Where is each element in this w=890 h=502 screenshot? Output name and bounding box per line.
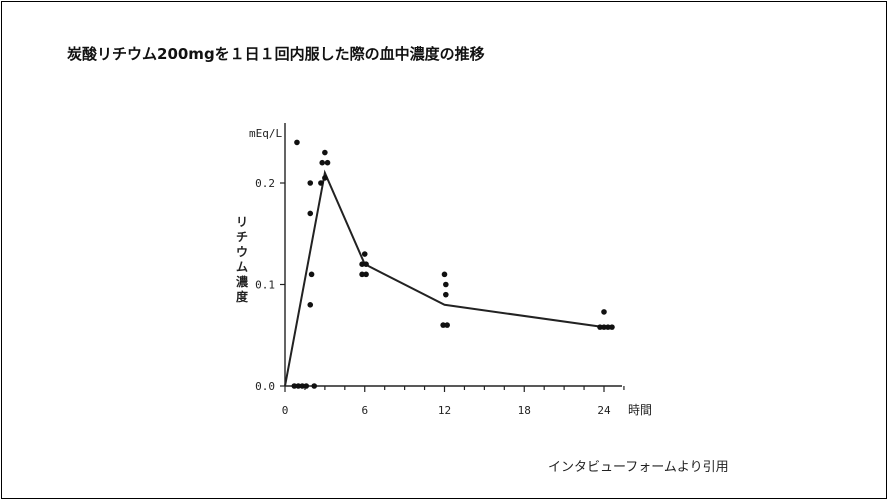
mean-line-series <box>284 169 605 387</box>
data-point <box>605 324 611 330</box>
data-point <box>443 281 449 288</box>
mean-concentration-line <box>284 169 605 387</box>
data-point <box>307 302 314 308</box>
data-point <box>601 309 607 315</box>
data-point <box>322 149 328 156</box>
y-tick-label: 0.0 <box>255 380 275 393</box>
data-point <box>601 324 607 330</box>
data-point <box>295 383 302 389</box>
chart-axes <box>284 123 622 387</box>
x-tick-label: 0 <box>282 404 289 417</box>
x-tick-label: 12 <box>438 404 451 417</box>
y-axis-label-char: 度 <box>236 289 249 304</box>
data-point <box>441 271 448 278</box>
data-point <box>307 210 314 217</box>
data-point <box>597 324 603 330</box>
y-axis-label-char: チ <box>236 230 248 244</box>
data-point <box>319 159 326 166</box>
x-axis-unit: 時間 <box>628 403 652 417</box>
data-point <box>322 175 328 181</box>
data-point <box>318 180 324 186</box>
data-point <box>443 291 449 298</box>
y-axis-label-char: ウ <box>236 245 248 259</box>
x-tick-label: 18 <box>518 404 531 417</box>
data-point <box>363 261 369 268</box>
axis-ticks: 0.0 0.1 0.2 0 6 12 18 24 <box>255 177 625 417</box>
data-point <box>363 271 369 278</box>
y-axis-label-char: 濃 <box>236 274 249 289</box>
x-tick-label: 6 <box>361 404 368 417</box>
data-point <box>299 383 306 389</box>
data-point <box>311 383 318 389</box>
y-tick-label: 0.1 <box>255 279 275 292</box>
source-citation: インタビューフォームより引用 <box>548 460 729 475</box>
data-point <box>291 383 298 389</box>
y-tick-label: 0.2 <box>255 177 275 190</box>
data-point <box>308 271 315 278</box>
y-axis-unit: mEq/L <box>249 127 282 140</box>
data-point <box>303 383 310 389</box>
y-axis-label-char: リ <box>236 215 248 229</box>
data-point <box>361 251 368 257</box>
x-tick-label: 24 <box>597 404 611 417</box>
data-point <box>444 322 450 328</box>
data-point <box>294 139 300 146</box>
data-point <box>359 271 365 278</box>
data-points <box>291 139 615 389</box>
data-point <box>324 159 331 166</box>
data-point <box>440 322 446 328</box>
y-axis-label-char: ム <box>236 260 248 274</box>
data-point <box>307 180 314 186</box>
data-point <box>609 324 615 330</box>
data-point <box>359 261 365 268</box>
slide-title: 炭酸リチウム200mgを１日１回内服した際の血中濃度の推移 <box>67 45 485 63</box>
